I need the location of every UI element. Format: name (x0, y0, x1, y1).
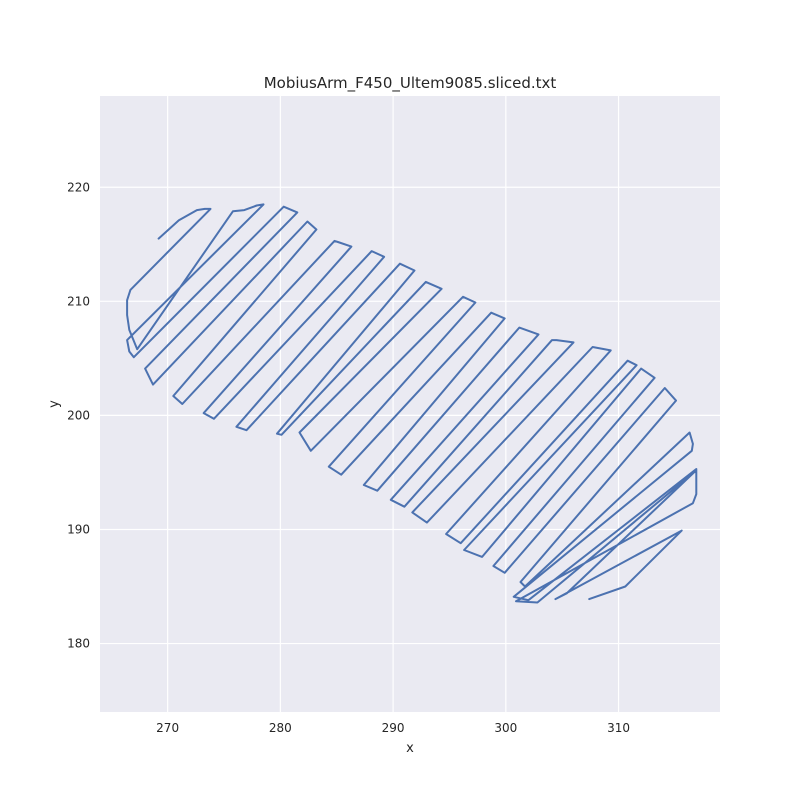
tick-labels: 270 280 290 300 310 180 190 200 210 220 (67, 180, 630, 735)
x-axis-label: x (406, 741, 414, 756)
y-tick-label: 200 (67, 408, 90, 422)
x-tick-label: 280 (269, 721, 292, 735)
plot-area (100, 96, 720, 712)
x-tick-label: 300 (494, 721, 517, 735)
chart-title: MobiusArm_F450_Ultem9085.sliced.txt (264, 74, 557, 93)
series-layer (126, 203, 698, 604)
toolpath-series-line (126, 203, 698, 604)
y-axis-label: y (47, 400, 62, 408)
y-tick-label: 180 (67, 637, 90, 651)
x-tick-label: 290 (382, 721, 405, 735)
x-tick-label: 270 (156, 721, 179, 735)
y-tick-label: 220 (67, 180, 90, 194)
grid (100, 96, 720, 712)
x-tick-label: 310 (607, 721, 630, 735)
y-tick-label: 190 (67, 522, 90, 536)
y-tick-label: 210 (67, 294, 90, 308)
